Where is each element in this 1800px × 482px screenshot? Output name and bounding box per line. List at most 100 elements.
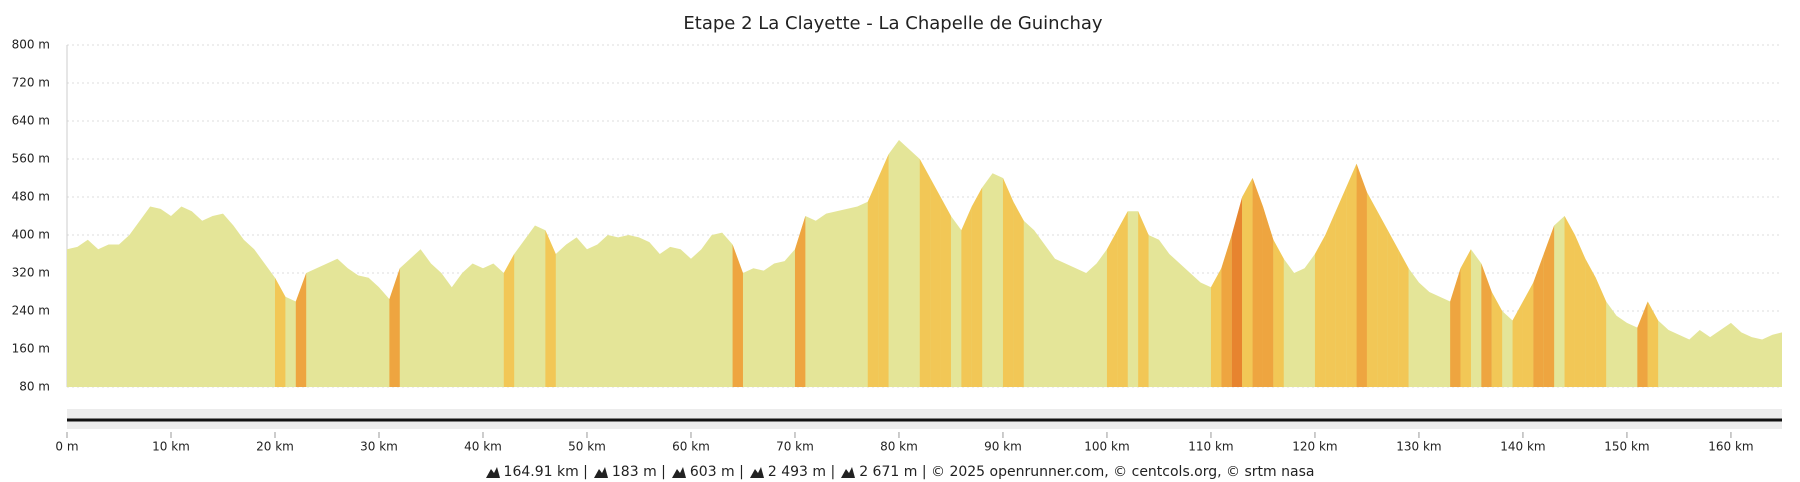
slope-band [961,206,972,387]
slope-band [1481,263,1492,387]
icon-shape [593,467,608,478]
x-tick-label: 150 km [1604,440,1649,454]
slope-band [1262,206,1274,387]
slope-band [389,268,400,387]
y-tick-label: 640 m [12,114,50,128]
slope-band [1002,178,1014,387]
slope-band [971,187,983,387]
slope-band [1356,163,1367,387]
slope-band [930,178,941,387]
x-tick-label: 80 km [880,440,918,454]
slope-band [794,216,806,387]
y-tick-label: 400 m [12,228,50,242]
slope-band [545,230,556,387]
footer-stat: 2 493 m | [749,464,836,480]
chart: Etape 2 La Clayette - La Chapelle de Gui… [12,13,1782,454]
slope-band [503,254,515,387]
x-tick-label: 0 m [55,440,78,454]
slope-band [1252,178,1263,387]
slope-band [1325,211,1336,387]
footer-stat: 603 m | [671,464,744,480]
footer-stat: 2 671 m | © 2025 openrunner.com, © centc… [841,464,1314,480]
slope-band [1450,268,1461,387]
footer: 164.91 km | 183 m | 603 m | 2 493 m | 2 671 … [0,464,1800,480]
y-tick-label: 480 m [12,190,50,204]
y-tick-label: 320 m [12,266,50,280]
slope-band [1366,192,1378,387]
icon-shape [841,467,856,478]
slope-band [1273,239,1284,387]
icon-shape [485,467,500,478]
y-tick-label: 160 m [12,342,50,356]
slope-band [1221,235,1232,387]
slope-band [274,277,286,387]
slope-band [1387,230,1399,387]
x-tick-label: 60 km [672,440,710,454]
x-tick-label: 160 km [1708,440,1753,454]
x-tick-label: 30 km [360,440,398,454]
stat-text: 164.91 km | [503,464,588,480]
x-tick-label: 40 km [464,440,502,454]
x-tick-label: 10 km [152,440,190,454]
x-tick-label: 50 km [568,440,606,454]
x-tick-label: 120 km [1292,440,1337,454]
slope-band [1377,211,1388,387]
slope-band [1647,301,1659,387]
slope-band [1585,258,1596,387]
stat-icon [593,467,608,478]
footer-stat: 164.91 km | [485,464,588,480]
chart-title: Etape 2 La Clayette - La Chapelle de Gui… [683,13,1102,34]
stat-icon [841,467,856,478]
slope-band [1106,230,1118,387]
stat-icon [671,467,686,478]
x-tick-label: 90 km [984,440,1022,454]
slope-band [940,197,951,387]
slope-band [1242,178,1253,387]
stat-text: 2 493 m | [767,464,836,480]
y-tick-label: 560 m [12,152,50,166]
icon-shape [749,467,764,478]
slope-band [732,244,743,387]
y-tick-label: 80 m [19,380,50,394]
slope-band [1013,201,1024,387]
x-tick-label: 130 km [1396,440,1441,454]
slope-band [919,159,931,387]
stat-icon [485,467,500,478]
y-tick-label: 240 m [12,304,50,318]
slope-band [1512,301,1523,387]
slope-band [295,273,307,387]
slope-band [1398,249,1409,387]
slope-band [1335,187,1347,387]
stat-text: 603 m | [689,464,744,480]
slope-band [1533,254,1544,387]
x-tick-label: 70 km [776,440,814,454]
icon-shape [671,467,686,478]
x-tick-label: 140 km [1500,440,1545,454]
slope-band [1231,197,1243,387]
slope-band [1138,211,1149,387]
slope-band [1543,225,1555,387]
slope-band [1210,268,1222,387]
slope-band [1522,282,1534,387]
slope-band [1595,277,1607,387]
slope-band [1346,163,1357,387]
y-tick-label: 800 m [12,38,50,52]
stat-icon [749,467,764,478]
slope-band [1574,235,1586,387]
x-tick-label: 100 km [1084,440,1129,454]
slope-band [878,154,889,387]
x-tick-label: 20 km [256,440,294,454]
slope-band [1117,211,1128,387]
stat-text: 2 671 m | © 2025 openrunner.com, © centc… [859,464,1315,480]
slope-band [1460,249,1471,387]
slope-band [867,178,879,387]
y-tick-label: 720 m [12,76,50,90]
slope-band [1564,216,1575,387]
footer-stat: 183 m | [593,464,666,480]
slope-band [1491,292,1503,387]
x-tick-label: 110 km [1188,440,1233,454]
slope-band [1314,235,1326,387]
stat-text: 183 m | [611,464,666,480]
slope-band [1637,301,1648,387]
